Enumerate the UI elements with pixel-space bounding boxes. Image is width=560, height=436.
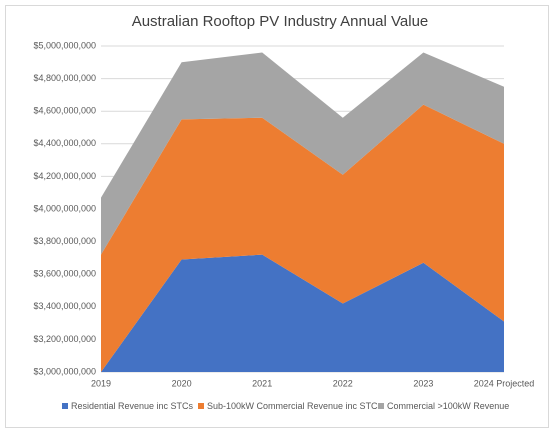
legend-label: Sub-100kW Commercial Revenue inc STCs — [207, 401, 383, 411]
y-tick-label: $4,200,000,000 — [33, 171, 96, 181]
x-tick-label: 2021 — [252, 378, 272, 388]
labels: $3,000,000,000 $3,200,000,000 $3,400,000,0… — [33, 40, 534, 411]
y-tick-label: $4,600,000,000 — [33, 106, 96, 116]
y-tick-label: $4,800,000,000 — [33, 73, 96, 83]
x-tick-label: 2024 Projected — [474, 378, 535, 388]
y-tick-label: $4,000,000,000 — [33, 203, 96, 213]
y-tick-label: $3,400,000,000 — [33, 301, 96, 311]
chart-title: Australian Rooftop PV Industry Annual Va… — [132, 13, 429, 30]
legend-label: Commercial >100kW Revenue — [387, 401, 509, 411]
x-tick-label: 2020 — [172, 378, 192, 388]
area — [101, 52, 504, 255]
areas — [101, 52, 504, 372]
x-tick-label: 2023 — [413, 378, 433, 388]
x-tick-label: 2019 — [91, 378, 111, 388]
legend-swatch — [62, 403, 68, 409]
area — [101, 254, 504, 372]
y-tick-label: $3,800,000,000 — [33, 236, 96, 246]
y-tick-label: $4,400,000,000 — [33, 138, 96, 148]
legend-swatch — [378, 403, 384, 409]
y-tick-label: $5,000,000,000 — [33, 40, 96, 50]
legend-label: Residential Revenue inc STCs — [71, 401, 194, 411]
y-tick-label: $3,000,000,000 — [33, 366, 96, 376]
area — [101, 104, 504, 372]
x-tick-label: 2022 — [333, 378, 353, 388]
y-tick-label: $3,200,000,000 — [33, 334, 96, 344]
legend-swatch — [198, 403, 204, 409]
y-tick-label: $3,600,000,000 — [33, 269, 96, 279]
